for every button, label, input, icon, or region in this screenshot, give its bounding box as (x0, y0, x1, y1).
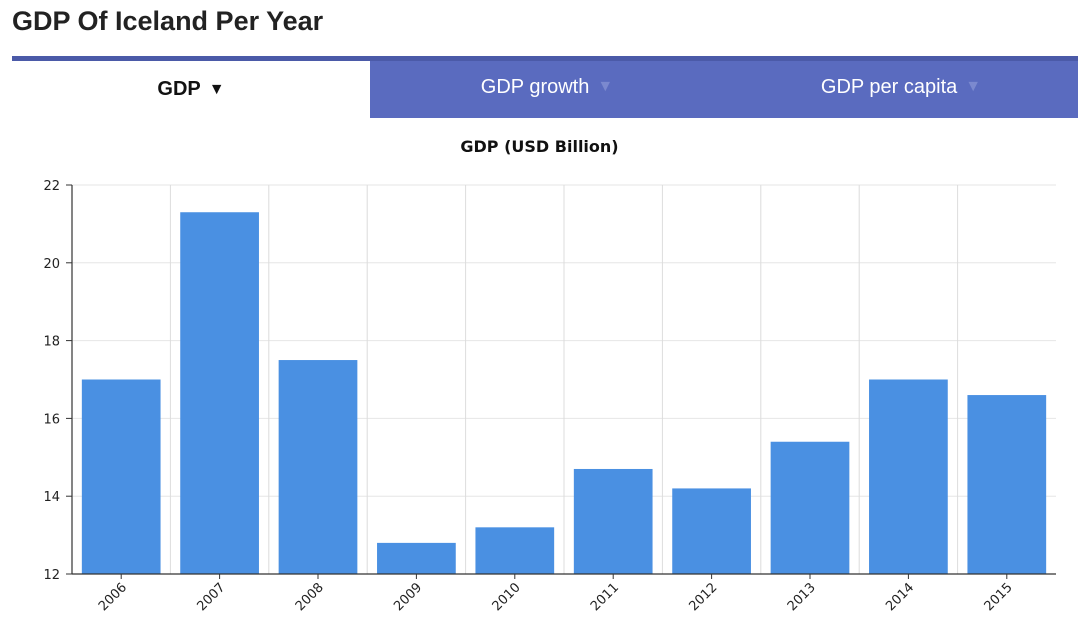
bar-2012[interactable] (672, 488, 751, 574)
tab-gdp-growth-label: GDP growth (480, 75, 590, 98)
x-tick-label: 2014 (883, 580, 917, 614)
bar-2006[interactable] (81, 379, 161, 575)
bar-2013[interactable] (770, 441, 850, 574)
x-tick-label: 2015 (982, 580, 1016, 614)
tab-gdp-growth[interactable]: GDP growth ▼ (370, 56, 724, 118)
tab-gdp-per-capita-label: GDP per capita (820, 75, 958, 98)
x-tick-label: 2008 (293, 580, 327, 614)
x-tick-label: 2012 (686, 580, 720, 614)
dropdown-arrow-icon: ▼ (597, 78, 614, 95)
bar-2015[interactable] (967, 395, 1047, 574)
tab-gdp[interactable]: GDP ▼ (12, 61, 370, 118)
x-tick-label: 2010 (490, 580, 524, 614)
bar-2009[interactable] (377, 542, 456, 574)
x-tick-label: 2013 (785, 580, 819, 614)
x-tick-label: 2009 (391, 580, 425, 614)
y-tick-label: 18 (43, 335, 60, 350)
tab-gdp-label: GDP (157, 78, 201, 100)
tab-strip: GDP ▼ GDP growth ▼ GDP per capita ▼ (12, 56, 1078, 118)
bar-2010[interactable] (475, 527, 555, 574)
dropdown-arrow-icon: ▼ (208, 80, 225, 98)
y-tick-label: 16 (43, 412, 60, 427)
x-tick-label: 2006 (96, 580, 130, 614)
bar-2014[interactable] (869, 379, 948, 575)
bar-2007[interactable] (180, 212, 259, 575)
y-tick-label: 22 (43, 179, 60, 194)
bar-2008[interactable] (278, 360, 358, 574)
page-title: GDP Of Iceland Per Year (12, 6, 324, 36)
y-tick-label: 14 (43, 490, 60, 505)
bar-2011[interactable] (573, 468, 653, 574)
dropdown-arrow-icon: ▼ (965, 78, 982, 95)
x-tick-label: 2011 (588, 580, 622, 614)
y-tick-label: 12 (43, 568, 60, 583)
y-tick-label: 20 (43, 257, 60, 272)
x-tick-label: 2007 (194, 580, 228, 614)
chart-title: GDP (USD Billion) (460, 137, 619, 156)
tab-gdp-per-capita[interactable]: GDP per capita ▼ (724, 56, 1078, 118)
